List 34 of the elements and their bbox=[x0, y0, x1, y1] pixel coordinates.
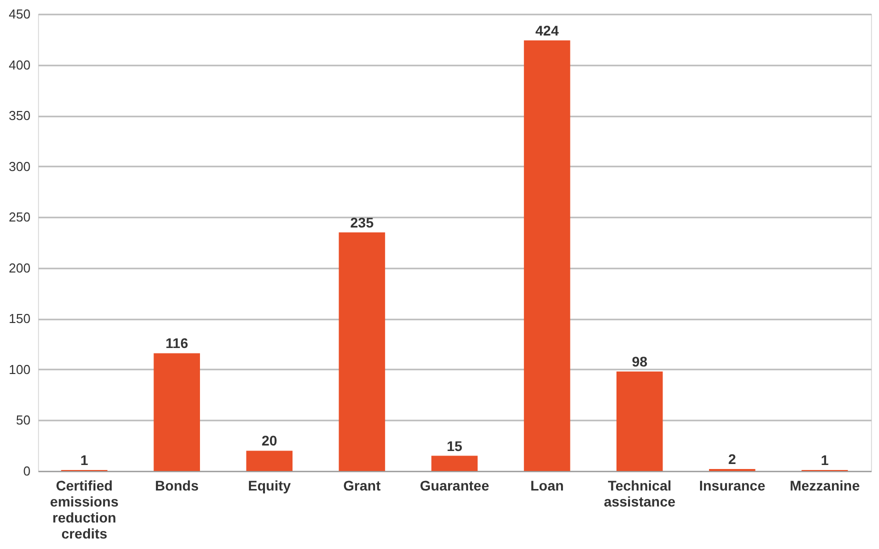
y-tick-label: 50 bbox=[16, 412, 30, 428]
y-tick-label: 100 bbox=[8, 362, 30, 377]
x-tick-label: Equity bbox=[248, 478, 291, 494]
bar bbox=[524, 40, 570, 471]
y-tick-label: 0 bbox=[23, 464, 30, 478]
x-tick-label: Certified emissions reduction credits bbox=[50, 478, 119, 542]
data-label: 20 bbox=[262, 432, 278, 449]
y-tick-label: 250 bbox=[8, 210, 30, 225]
y-tick-label: 200 bbox=[8, 260, 30, 276]
bar bbox=[154, 353, 200, 471]
data-label: 98 bbox=[632, 353, 648, 370]
y-tick-label: 350 bbox=[8, 108, 30, 124]
data-label: 235 bbox=[350, 214, 374, 230]
bar bbox=[616, 371, 663, 471]
bar bbox=[246, 450, 293, 471]
data-label: 116 bbox=[166, 335, 188, 352]
x-tick-label: Insurance bbox=[699, 478, 766, 494]
y-tick-label: 400 bbox=[8, 57, 30, 72]
x-tick-label: Guarantee bbox=[420, 478, 490, 494]
x-tick-label: Mezzanine bbox=[790, 478, 860, 494]
y-tick-label: 300 bbox=[8, 158, 30, 174]
bar bbox=[431, 456, 478, 471]
data-label: 2 bbox=[728, 450, 736, 467]
data-label: 1 bbox=[820, 452, 829, 468]
y-tick-label: 450 bbox=[8, 6, 30, 22]
x-tick-label: Technical assistance bbox=[604, 478, 676, 510]
y-tick-label: 150 bbox=[8, 311, 30, 326]
bar bbox=[338, 232, 386, 471]
x-tick-label: Bonds bbox=[155, 478, 199, 494]
x-tick-label: Loan bbox=[530, 478, 564, 494]
data-label: 1 bbox=[80, 452, 88, 468]
x-tick-label: Grant bbox=[343, 478, 381, 494]
data-label: 424 bbox=[535, 22, 559, 38]
data-label: 15 bbox=[446, 438, 462, 454]
